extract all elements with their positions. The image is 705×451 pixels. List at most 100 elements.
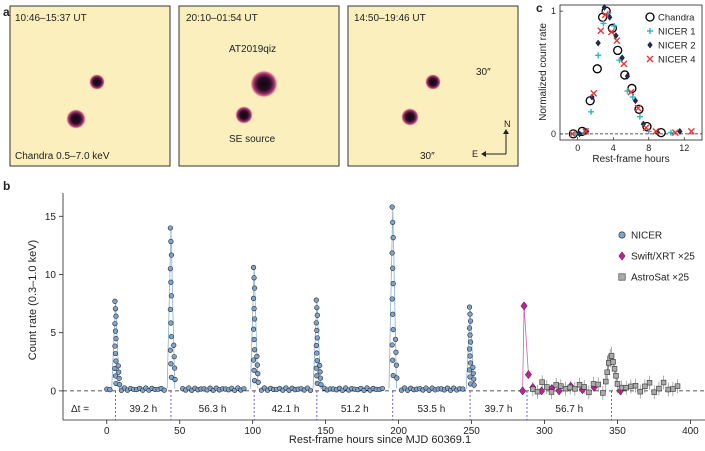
x-tick-label: 50 <box>174 426 186 437</box>
astrosat-point <box>586 389 592 396</box>
nicer-point <box>318 381 324 388</box>
y-axis-label: Count rate (0.3–1.0 keV) <box>27 240 39 360</box>
nicer-point <box>314 327 320 333</box>
nicer-point <box>113 358 119 364</box>
axis-ticks: 0 50 100 150 200 250 300 350 400 0 5 10 15 <box>45 212 699 437</box>
astrosat-point <box>558 383 564 389</box>
astrosat-point <box>600 390 606 396</box>
y-tick-label: 5 <box>50 328 56 339</box>
image-frame <box>9 5 171 167</box>
nicer-point <box>115 363 121 369</box>
astrosat-point <box>581 384 587 390</box>
nicer-point <box>113 336 119 342</box>
delta-t-interval-label: 53.5 h <box>418 404 446 415</box>
normalized-point <box>600 20 607 27</box>
normalized-point <box>667 129 674 136</box>
astrosat-point <box>553 382 559 388</box>
nicer-point <box>254 353 260 359</box>
nicer-point <box>313 365 319 371</box>
nicer-point <box>112 373 119 379</box>
astrosat-point <box>637 388 643 395</box>
scale-label-upper: 30″ <box>476 67 491 78</box>
y-axis-label: Normalized count rate <box>538 23 549 121</box>
astrosat-point <box>604 369 610 375</box>
nicer-point <box>251 336 257 343</box>
nicer-point <box>161 387 167 393</box>
at2019qiz-label: AT2019qiz <box>229 44 276 55</box>
x-tick-label: 400 <box>682 426 699 437</box>
x-axis-label: Rest-frame hours since MJD 60369.1 <box>289 434 471 446</box>
legend: NICER Swift/XRT ×25 AstroSat ×25 <box>618 231 695 284</box>
legend-label: Chandra <box>658 13 695 24</box>
at2019qiz-source <box>250 70 278 98</box>
panel-b-chart: 0 50 100 150 200 250 300 350 400 0 5 10 15 Δt = 39.2 … <box>27 193 705 446</box>
east-label: E <box>472 149 478 159</box>
normalized-point <box>606 13 613 21</box>
legend-label: NICER 4 <box>658 55 695 66</box>
nicer-point <box>172 365 178 371</box>
astrosat-point <box>539 379 545 385</box>
nicer-point <box>467 360 474 366</box>
data-points <box>104 204 681 396</box>
nicer-point <box>117 382 123 388</box>
panel-letter-b: b <box>3 179 10 193</box>
nicer-point <box>466 304 473 310</box>
astrosat-point <box>660 379 667 386</box>
normalized-point <box>589 93 595 101</box>
astrosat-point <box>595 381 601 388</box>
nicer-point <box>250 357 257 363</box>
panel-letter-a: a <box>3 5 10 19</box>
nicer-point <box>471 376 477 382</box>
legend-label: NICER <box>631 231 662 242</box>
nicer-point <box>168 320 174 326</box>
nicer-point <box>167 347 173 353</box>
x-tick-label: 150 <box>317 426 334 437</box>
y-tick-label: 15 <box>45 212 57 223</box>
nicer-point <box>390 372 396 379</box>
swift-line <box>522 305 529 391</box>
nicer-point <box>390 265 396 271</box>
normalized-point <box>671 129 679 137</box>
nicer-point <box>255 379 261 385</box>
nicer-point <box>168 279 174 285</box>
normalized-point <box>613 37 621 45</box>
nicer-point <box>307 387 314 393</box>
astrosat-point <box>562 385 569 392</box>
astrosat-point <box>656 385 662 392</box>
astrosat-point <box>623 384 629 391</box>
nicer-point <box>167 266 173 272</box>
legend-label: AstroSat ×25 <box>631 273 690 284</box>
normalized-point <box>620 60 628 68</box>
north-arrow-head <box>503 129 509 134</box>
x-ray-image-2: 20:10–01:54 UT AT2019qiz SE source <box>178 5 340 167</box>
legend-label: NICER 2 <box>658 41 695 52</box>
nicer-point <box>112 343 118 349</box>
y-tick-label: 0 <box>551 129 556 139</box>
nicer-point <box>113 313 119 319</box>
astrosat-point <box>642 383 648 390</box>
normalized-point <box>624 72 631 80</box>
x-tick-label: 4 <box>611 143 616 153</box>
nicer-point <box>112 350 119 357</box>
astrosat-point <box>576 381 583 388</box>
normalized-point <box>619 54 625 62</box>
normalized-point <box>595 52 602 59</box>
legend-marker <box>618 273 626 281</box>
nicer-point <box>379 385 385 392</box>
swift-point <box>524 370 532 380</box>
nicer-point <box>389 250 395 256</box>
north-label: N <box>504 119 511 129</box>
astrosat-point <box>590 381 597 387</box>
swift-point <box>520 301 528 311</box>
nicer-point <box>313 320 319 326</box>
astrosat-point <box>613 373 619 379</box>
y-tick-label: 0 <box>50 386 56 397</box>
plot-frame <box>559 4 703 141</box>
at2019qiz-source <box>89 74 105 90</box>
nicer-point <box>167 306 173 313</box>
nicer-point <box>168 293 175 299</box>
nicer-point <box>467 339 474 345</box>
nicer-point <box>241 386 247 392</box>
nicer-point <box>392 336 399 342</box>
nicer-point <box>317 375 324 381</box>
